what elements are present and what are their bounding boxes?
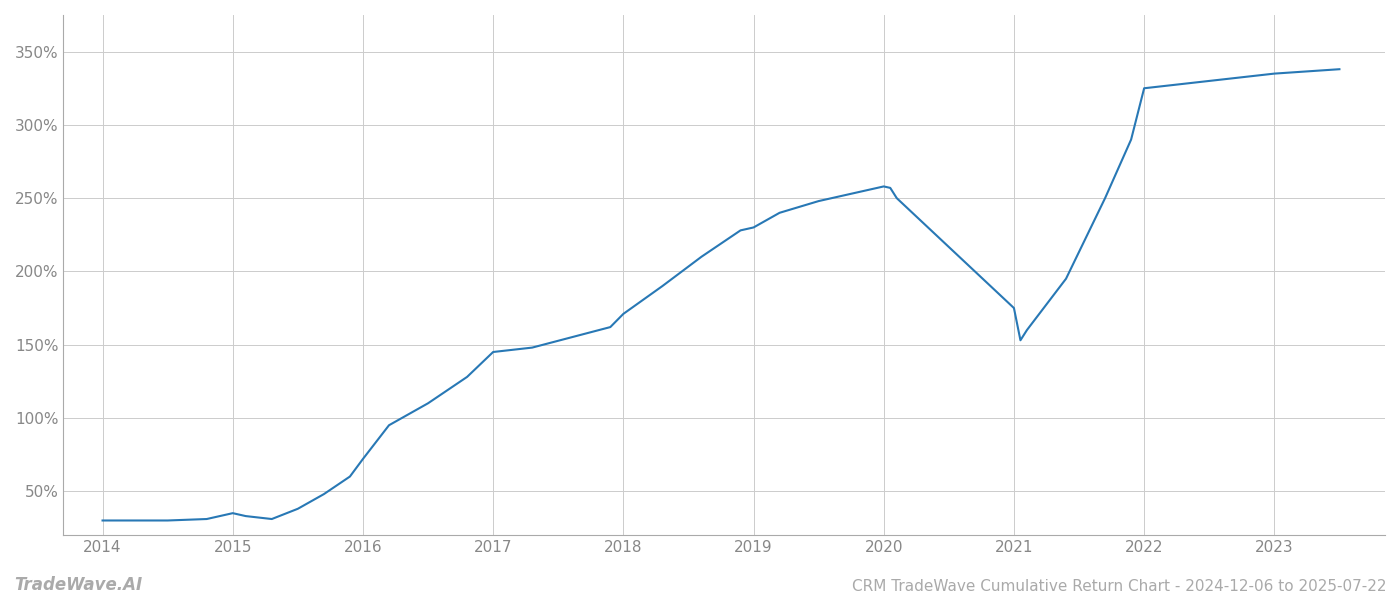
Text: TradeWave.AI: TradeWave.AI bbox=[14, 576, 143, 594]
Text: CRM TradeWave Cumulative Return Chart - 2024-12-06 to 2025-07-22: CRM TradeWave Cumulative Return Chart - … bbox=[851, 579, 1386, 594]
